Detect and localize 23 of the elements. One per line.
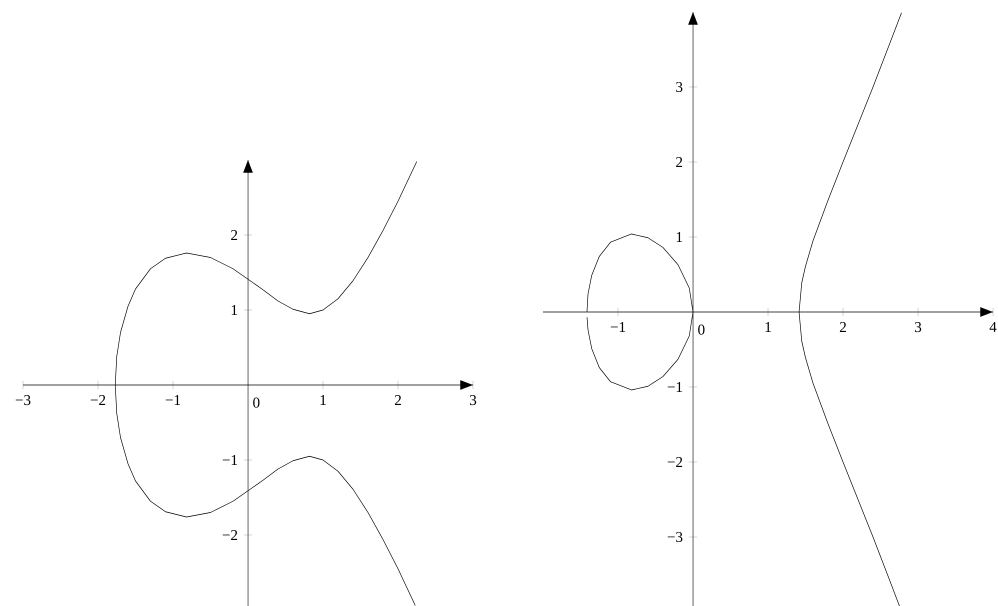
y-tick-label: 1: [676, 232, 682, 242]
x-tick-label: 3: [914, 322, 922, 332]
x-tick-label: 1: [320, 395, 326, 405]
y-tick-label: −2: [668, 457, 682, 467]
x-tick-label: 4: [990, 322, 997, 332]
y-tick-label: 3: [676, 82, 682, 92]
x-tick-label: 3: [470, 395, 476, 406]
x-tick-label: −2: [90, 395, 106, 405]
y-tick-label: −3: [668, 532, 682, 542]
y-tick-label: −2: [222, 530, 238, 540]
y-tick-label: 2: [676, 157, 682, 167]
x-tick-label: 1: [766, 322, 771, 332]
y-tick-label: −1: [668, 382, 682, 392]
x-tick-label: 2: [840, 322, 846, 332]
y-tick-label: 1: [232, 305, 238, 315]
y-tick-label: 2: [231, 230, 238, 240]
x-tick-label: 0: [698, 324, 705, 335]
x-tick-label: 0: [253, 398, 260, 408]
x-tick-label: 2: [394, 395, 401, 405]
x-tick-label: −1: [166, 395, 180, 405]
x-tick-label: −3: [16, 395, 30, 406]
y-tick-label: −1: [222, 455, 238, 465]
x-tick-label: −1: [610, 322, 626, 332]
